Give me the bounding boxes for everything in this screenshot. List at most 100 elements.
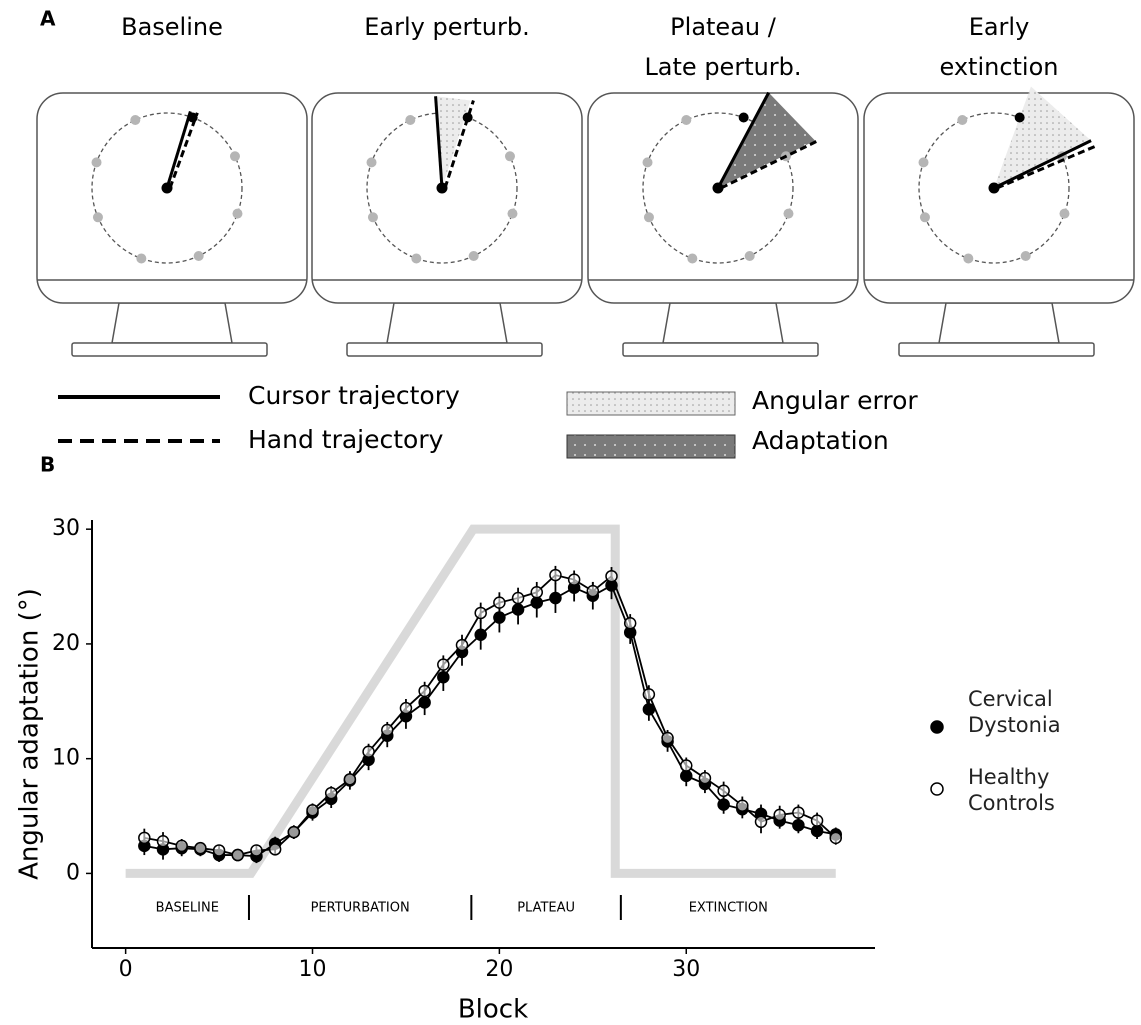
- error-wedge: [435, 96, 471, 188]
- start-point: [436, 182, 448, 194]
- data-point: [511, 591, 525, 605]
- data-point: [605, 569, 618, 583]
- target: [411, 253, 422, 264]
- phase-label: BASELINE: [156, 901, 219, 916]
- target: [136, 253, 147, 264]
- target: [687, 253, 698, 264]
- error-wedge: [994, 86, 1092, 188]
- target: [1059, 208, 1070, 219]
- panel-label: B: [40, 453, 55, 477]
- legend-label: Adaptation: [752, 426, 889, 455]
- data-point: [792, 818, 805, 832]
- data-point: [212, 844, 226, 857]
- data-point: [324, 786, 338, 800]
- x-axis-label: Block: [458, 995, 528, 1025]
- target: [681, 115, 692, 126]
- data-point: [810, 814, 824, 827]
- data-point: [268, 843, 282, 856]
- data-point: [287, 825, 301, 839]
- phase-label: PLATEAU: [517, 901, 575, 916]
- target: [232, 208, 243, 219]
- data-point: [474, 606, 487, 620]
- target: [963, 253, 974, 264]
- monitor-stand: [386, 302, 508, 344]
- cursor-trajectory: [434, 96, 444, 189]
- data-point: [138, 831, 151, 845]
- legend-label: Hand trajectory: [248, 425, 444, 454]
- x-tick-label: 0: [119, 957, 133, 982]
- monitor-base: [898, 342, 1095, 357]
- legend-adaptation-swatch: [566, 434, 736, 459]
- monitor-screen: [587, 92, 859, 304]
- data-point: [530, 586, 544, 599]
- target: [367, 212, 378, 223]
- monitor-screen: [311, 92, 583, 304]
- data-point: [362, 745, 375, 759]
- target: [643, 212, 654, 223]
- target: [744, 250, 755, 261]
- monitor-title: Early perturb.: [364, 13, 529, 41]
- monitor-title: Plateau /: [670, 13, 777, 41]
- data-point: [381, 723, 394, 737]
- data-point: [175, 839, 188, 853]
- monitor-title: Baseline: [121, 13, 223, 41]
- hand-trajectory: [168, 112, 199, 189]
- y-tick-label: 30: [52, 516, 80, 541]
- data-point: [399, 701, 413, 715]
- monitor-screen: [863, 92, 1135, 304]
- x-tick-label: 10: [299, 957, 327, 982]
- target: [507, 208, 518, 219]
- data-point: [792, 806, 805, 819]
- monitor-screen: [36, 92, 308, 304]
- hand-trajectory: [720, 139, 819, 190]
- hand-trajectory: [996, 144, 1098, 190]
- data-point: [493, 611, 506, 624]
- data-point: [455, 638, 469, 652]
- monitor-title: Late perturb.: [644, 53, 801, 81]
- target: [468, 250, 479, 261]
- data-point: [493, 596, 506, 609]
- legend-marker: [930, 720, 944, 734]
- target-ring: [918, 112, 1070, 264]
- monitor-stand: [662, 302, 784, 344]
- y-tick-label: 0: [66, 860, 80, 885]
- series-line: [144, 574, 837, 856]
- hand-trajectory: [443, 100, 475, 189]
- perturbation-schedule: [125, 524, 836, 878]
- target: [919, 212, 930, 223]
- target-ring: [642, 112, 794, 264]
- legend-label: Cursor trajectory: [248, 381, 460, 410]
- data-point: [306, 804, 319, 817]
- data-point: [661, 731, 674, 745]
- monitor-base: [71, 342, 268, 357]
- data-point: [736, 799, 749, 812]
- data-point: [343, 773, 357, 786]
- series-line: [144, 584, 836, 858]
- panel-label: A: [40, 7, 56, 31]
- legend-label: Cervical Dystonia: [968, 687, 1061, 737]
- data-point: [680, 759, 693, 772]
- y-axis-label: Angular adaptation (°): [15, 588, 45, 880]
- data-point: [829, 831, 843, 845]
- data-point: [549, 591, 562, 605]
- target: [1020, 250, 1031, 261]
- y-tick-label: 10: [52, 746, 80, 771]
- data-point: [437, 658, 450, 671]
- legend-error-swatch: [566, 391, 736, 416]
- target: [918, 157, 929, 168]
- phase-label: EXTINCTION: [689, 901, 768, 916]
- target: [193, 250, 204, 261]
- target: [130, 115, 141, 126]
- legend-label: Healthy Controls: [968, 765, 1055, 815]
- active-target: [1014, 112, 1025, 123]
- data-point: [231, 848, 245, 862]
- target: [366, 157, 377, 168]
- legend-marker: [930, 782, 944, 796]
- data-point: [717, 784, 730, 798]
- monitor-title: extinction: [939, 53, 1058, 81]
- start-point: [712, 182, 724, 194]
- target: [957, 115, 968, 126]
- x-tick-label: 30: [672, 957, 700, 982]
- data-point: [156, 835, 170, 848]
